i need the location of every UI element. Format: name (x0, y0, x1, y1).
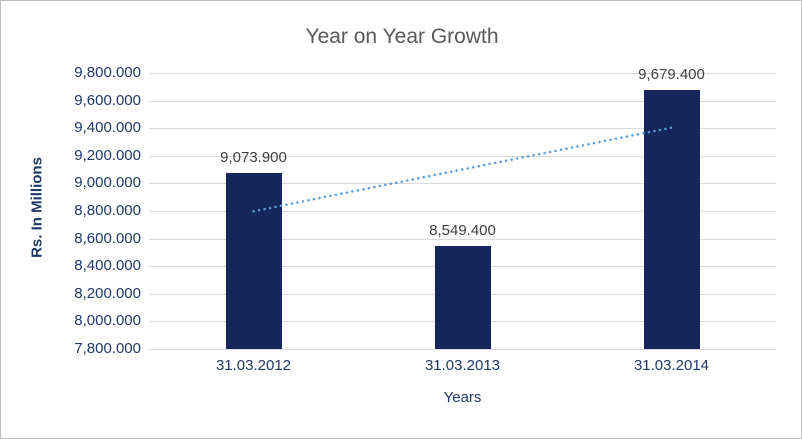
y-tick-label: 8,000.000 (74, 312, 141, 330)
x-axis-title: Years (443, 389, 482, 406)
category-label: 31.03.2014 (633, 357, 710, 374)
gridline (149, 238, 776, 240)
y-tick-label: 9,600.000 (74, 91, 141, 109)
y-tick-label: 9,000.000 (74, 174, 141, 192)
y-tick-label: 8,400.000 (74, 257, 141, 275)
bar (643, 89, 700, 349)
x-axis-line (149, 349, 776, 350)
y-tick-label: 8,200.000 (74, 284, 141, 302)
y-tick-label: 7,800.000 (74, 340, 141, 357)
bar (434, 245, 491, 349)
bar-value-label: 8,549.400 (429, 221, 496, 239)
y-tick-label: 9,800.000 (74, 64, 141, 81)
y-tick-label: 8,800.000 (74, 202, 141, 219)
category-label: 31.03.2012 (215, 357, 292, 374)
y-tick-label: 8,600.000 (74, 229, 141, 247)
y-tick-label: 9,200.000 (74, 146, 141, 164)
y-tick-label: 9,400.000 (74, 119, 141, 137)
bar (225, 173, 282, 349)
gridline (149, 73, 776, 74)
gridline (149, 100, 776, 102)
bar-value-label: 9,679.400 (638, 65, 705, 83)
bar-value-label: 9,073.900 (220, 149, 287, 167)
category-label: 31.03.2013 (424, 357, 501, 374)
plot-area: 9,073.900 8,549.400 9,679.400 (149, 66, 776, 350)
chart-title: Year on Year Growth (305, 25, 499, 48)
